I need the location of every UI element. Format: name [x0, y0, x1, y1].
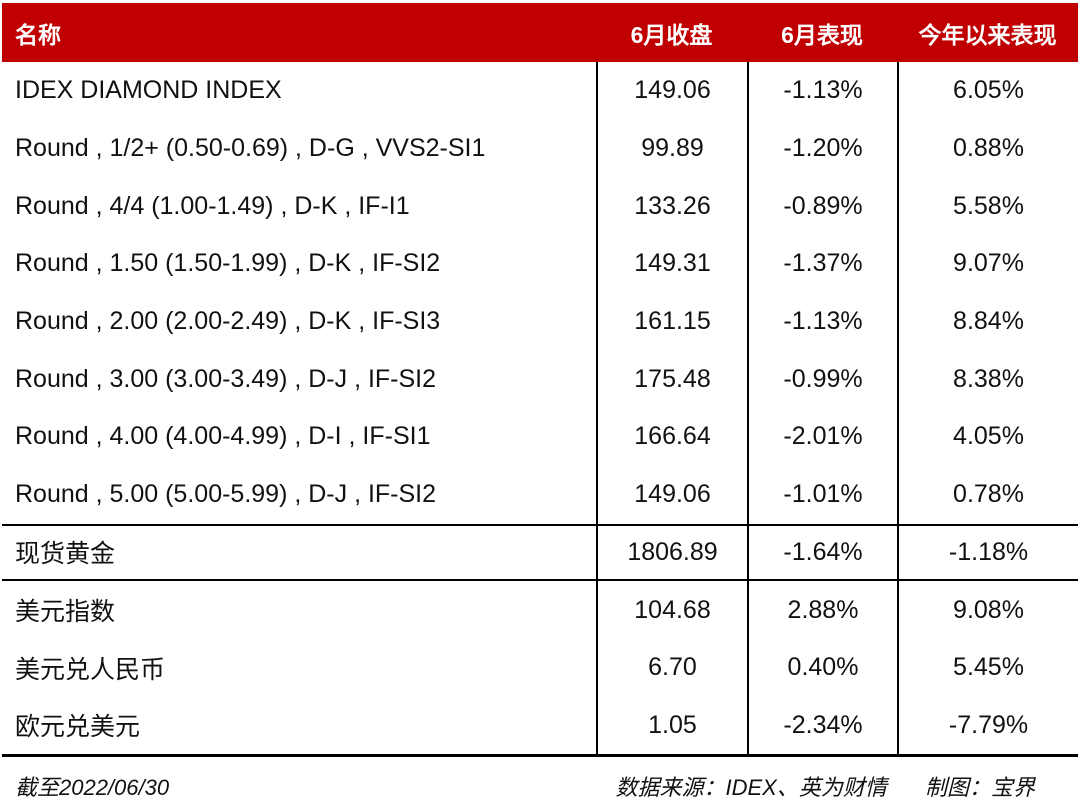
- col-header-june-performance: 6月表现: [781, 21, 863, 48]
- source-credit-group: 数据来源：IDEX、英为财情 制图：宝界: [616, 770, 1036, 802]
- cell-close: 133.26: [596, 177, 747, 236]
- table-row-round-150: Round , 1.50 (1.50-1.99) , D-K , IF-SI2 …: [2, 235, 1078, 293]
- cell-name: Round , 1.50 (1.50-1.99) , D-K , IF-SI2: [15, 249, 441, 278]
- cell-ytd-change: -7.79%: [897, 696, 1078, 755]
- cell-ytd-change: 8.38%: [897, 350, 1078, 409]
- cell-name: 美元兑人民币: [15, 655, 166, 684]
- cell-name: 欧元兑美元: [15, 713, 141, 742]
- table-header-row: 名称 6月收盘 6月表现 今年以来表现: [2, 3, 1078, 62]
- table-row-round-500: Round , 5.00 (5.00-5.99) , D-J , IF-SI2 …: [2, 465, 1078, 524]
- cell-name: IDEX DIAMOND INDEX: [15, 76, 282, 105]
- cell-month-change: -1.01%: [747, 465, 897, 524]
- cell-close: 104.68: [596, 581, 747, 639]
- cell-close: 175.48: [596, 350, 747, 409]
- chart-credit: 制图：宝界: [924, 775, 1035, 801]
- cell-ytd-change: 6.05%: [897, 62, 1078, 120]
- cell-ytd-change: 5.58%: [897, 177, 1078, 236]
- cell-name: Round , 3.00 (3.00-3.49) , D-J , IF-SI2: [15, 364, 437, 393]
- cell-month-change: -2.34%: [747, 696, 897, 755]
- data-source: 数据来源：IDEX、英为财情: [615, 775, 887, 801]
- cell-close: 1806.89: [596, 525, 747, 580]
- table-row-round-050: Round , 1/2+ (0.50-0.69) , D-G , VVS2-SI…: [2, 119, 1078, 178]
- cell-month-change: -1.37%: [747, 235, 897, 293]
- cell-name: Round , 4/4 (1.00-1.49) , D-K , IF-I1: [15, 191, 410, 220]
- cell-name: Round , 4.00 (4.00-4.99) , D-I , IF-SI1: [15, 422, 431, 451]
- cell-name: Round , 1/2+ (0.50-0.69) , D-G , VVS2-SI…: [15, 134, 486, 163]
- cell-ytd-change: 0.88%: [897, 119, 1078, 178]
- cell-month-change: -1.64%: [747, 525, 897, 580]
- col-header-ytd-performance: 今年以来表现: [918, 21, 1057, 48]
- cell-month-change: -0.99%: [747, 350, 897, 409]
- cell-month-change: -2.01%: [747, 408, 897, 466]
- cell-close: 149.31: [596, 235, 747, 293]
- table-row-round-400: Round , 4.00 (4.00-4.99) , D-I , IF-SI1 …: [2, 408, 1078, 466]
- cell-close: 149.06: [596, 62, 747, 120]
- cell-ytd-change: -1.18%: [897, 525, 1078, 580]
- cell-name: Round , 5.00 (5.00-5.99) , D-J , IF-SI2: [15, 480, 437, 509]
- cell-month-change: -1.13%: [747, 62, 897, 120]
- cell-ytd-change: 5.45%: [897, 638, 1078, 697]
- table-row-spot-gold: 现货黄金 1806.89 -1.64% -1.18%: [2, 523, 1078, 582]
- table-row-dollar-index: 美元指数 104.68 2.88% 9.08%: [2, 581, 1078, 639]
- cell-close: 1.05: [596, 696, 747, 755]
- cell-month-change: -0.89%: [747, 177, 897, 236]
- cell-ytd-change: 9.08%: [897, 581, 1078, 639]
- cell-ytd-change: 9.07%: [897, 235, 1078, 293]
- cell-close: 166.64: [596, 408, 747, 466]
- as-of-date: 截至2022/06/30: [15, 775, 170, 801]
- cell-ytd-change: 8.84%: [897, 292, 1078, 351]
- table-row-usd-cny: 美元兑人民币 6.70 0.40% 5.45%: [2, 638, 1078, 697]
- table-row-idex-index: IDEX DIAMOND INDEX 149.06 -1.13% 6.05%: [2, 62, 1078, 120]
- table-row-round-200: Round , 2.00 (2.00-2.49) , D-K , IF-SI3 …: [2, 292, 1078, 351]
- cell-month-change: 0.40%: [747, 638, 897, 697]
- col-header-name: 名称: [15, 21, 61, 48]
- cell-close: 161.15: [596, 292, 747, 351]
- table-row-round-100: Round , 4/4 (1.00-1.49) , D-K , IF-I1 13…: [2, 177, 1078, 236]
- cell-month-change: -1.20%: [747, 119, 897, 178]
- cell-close: 149.06: [596, 465, 747, 524]
- table-body: IDEX DIAMOND INDEX 149.06 -1.13% 6.05% R…: [2, 62, 1078, 758]
- cell-name: 美元指数: [15, 598, 116, 627]
- table-footer: 截至2022/06/30 数据来源：IDEX、英为财情 制图：宝界: [2, 757, 1078, 802]
- cell-ytd-change: 0.78%: [897, 465, 1078, 524]
- table-row-round-300: Round , 3.00 (3.00-3.49) , D-J , IF-SI2 …: [2, 350, 1078, 409]
- cell-name: Round , 2.00 (2.00-2.49) , D-K , IF-SI3: [15, 307, 441, 336]
- cell-month-change: 2.88%: [747, 581, 897, 639]
- col-header-june-close: 6月收盘: [630, 21, 713, 48]
- cell-ytd-change: 4.05%: [897, 408, 1078, 466]
- cell-close: 99.89: [596, 119, 747, 178]
- cell-month-change: -1.13%: [747, 292, 897, 351]
- cell-name: 现货黄金: [15, 540, 116, 569]
- cell-close: 6.70: [596, 638, 747, 697]
- table-row-eur-usd: 欧元兑美元 1.05 -2.34% -7.79%: [2, 696, 1078, 755]
